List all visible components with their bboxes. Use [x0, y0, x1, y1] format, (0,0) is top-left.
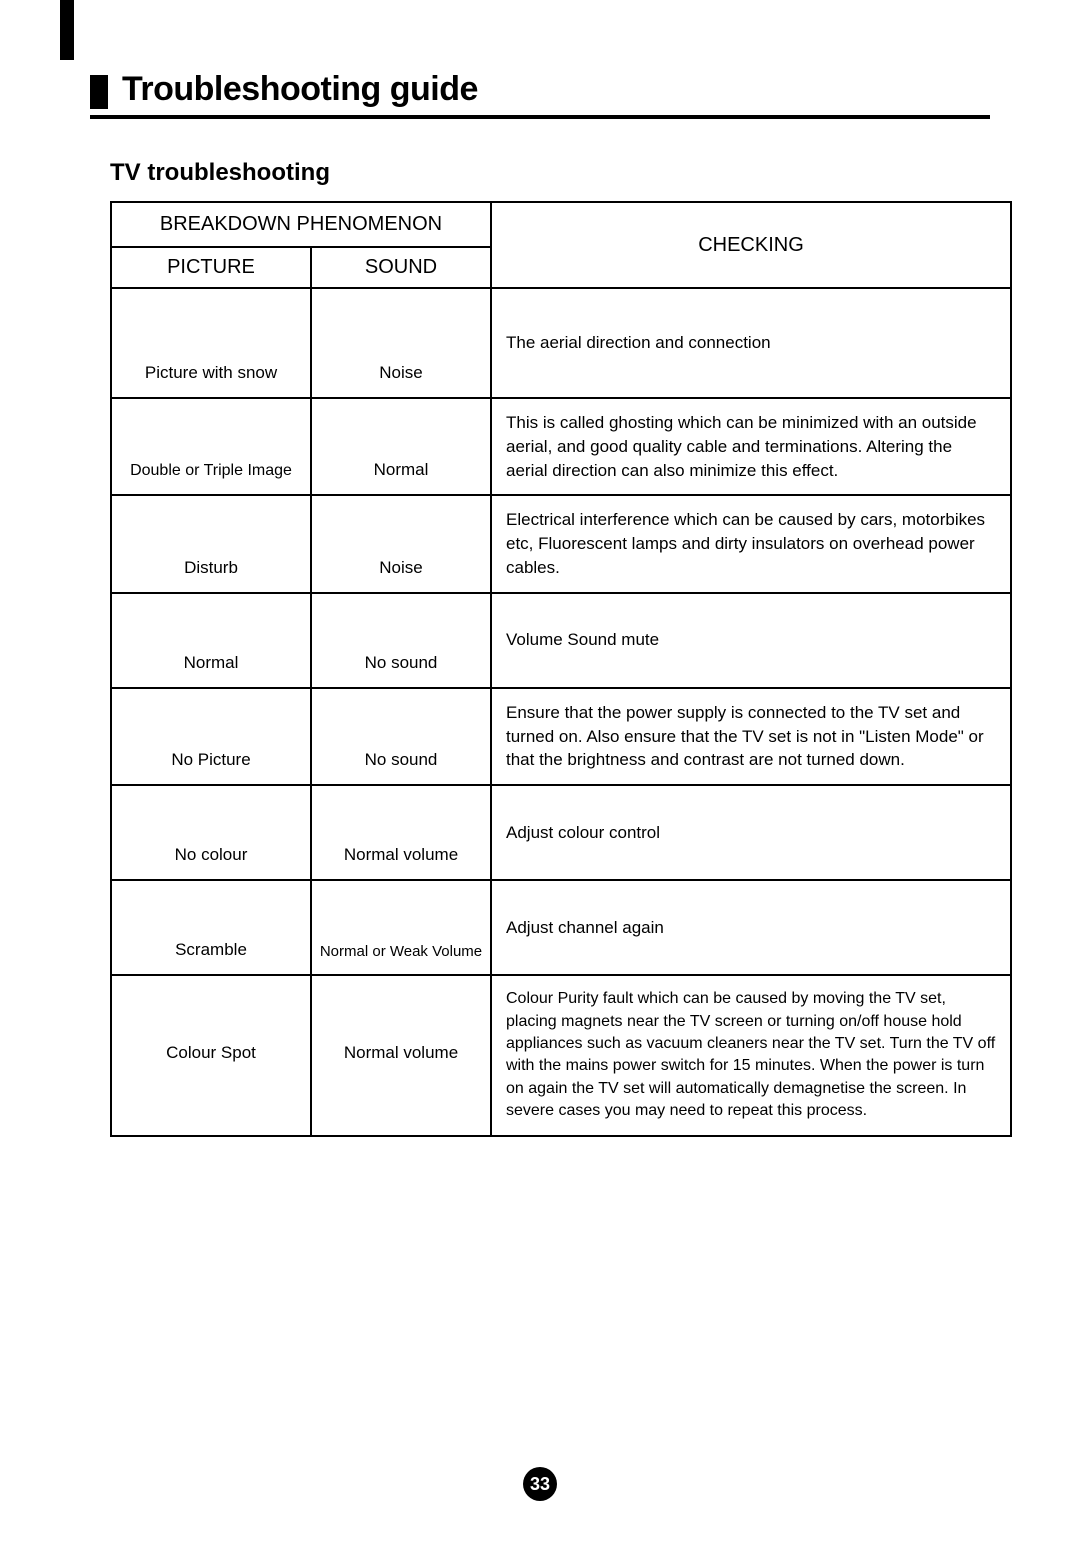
table-header-sound: SOUND — [311, 247, 491, 288]
table-row: No colour Normal volume Adjust colour co… — [111, 785, 1011, 880]
cell-checking: The aerial direction and connection — [491, 288, 1011, 398]
cell-picture: No colour — [111, 785, 311, 880]
cell-sound: No sound — [311, 593, 491, 688]
table-row: No Picture No sound Ensure that the powe… — [111, 688, 1011, 785]
cell-checking: Electrical interference which can be cau… — [491, 495, 1011, 592]
table-row: Picture with snow Noise The aerial direc… — [111, 288, 1011, 398]
cell-sound: Normal or Weak Volume — [311, 880, 491, 975]
cell-checking: Volume Sound mute — [491, 593, 1011, 688]
cell-sound: No sound — [311, 688, 491, 785]
page-title: Troubleshooting guide — [122, 70, 478, 109]
cell-picture: Picture with snow — [111, 288, 311, 398]
page-corner-mark — [60, 0, 74, 60]
cell-checking: Adjust channel again — [491, 880, 1011, 975]
table-header-group: BREAKDOWN PHENOMENON — [111, 202, 491, 247]
document-page: Troubleshooting guide TV troubleshooting… — [0, 0, 1080, 1561]
cell-checking: Colour Purity fault which can be caused … — [491, 975, 1011, 1135]
cell-sound: Normal — [311, 398, 491, 495]
table-row: Scramble Normal or Weak Volume Adjust ch… — [111, 880, 1011, 975]
table-row: Colour Spot Normal volume Colour Purity … — [111, 975, 1011, 1135]
title-row: Troubleshooting guide — [90, 70, 990, 119]
cell-picture: No Picture — [111, 688, 311, 785]
cell-picture: Colour Spot — [111, 975, 311, 1135]
table-header-picture: PICTURE — [111, 247, 311, 288]
cell-picture: Double or Triple Image — [111, 398, 311, 495]
cell-checking: Adjust colour control — [491, 785, 1011, 880]
section-subheading: TV troubleshooting — [110, 159, 990, 187]
cell-sound: Noise — [311, 495, 491, 592]
cell-picture: Disturb — [111, 495, 311, 592]
cell-picture: Scramble — [111, 880, 311, 975]
table-row: Normal No sound Volume Sound mute — [111, 593, 1011, 688]
title-block-icon — [90, 75, 108, 109]
cell-picture: Normal — [111, 593, 311, 688]
table-row: Double or Triple Image Normal This is ca… — [111, 398, 1011, 495]
cell-sound: Noise — [311, 288, 491, 398]
cell-checking: Ensure that the power supply is connecte… — [491, 688, 1011, 785]
page-number-badge: 33 — [523, 1467, 557, 1501]
cell-sound: Normal volume — [311, 785, 491, 880]
cell-checking: This is called ghosting which can be min… — [491, 398, 1011, 495]
table-row: Disturb Noise Electrical interference wh… — [111, 495, 1011, 592]
cell-sound: Normal volume — [311, 975, 491, 1135]
troubleshooting-table: BREAKDOWN PHENOMENON CHECKING PICTURE SO… — [110, 201, 1012, 1137]
table-header-checking: CHECKING — [491, 202, 1011, 288]
